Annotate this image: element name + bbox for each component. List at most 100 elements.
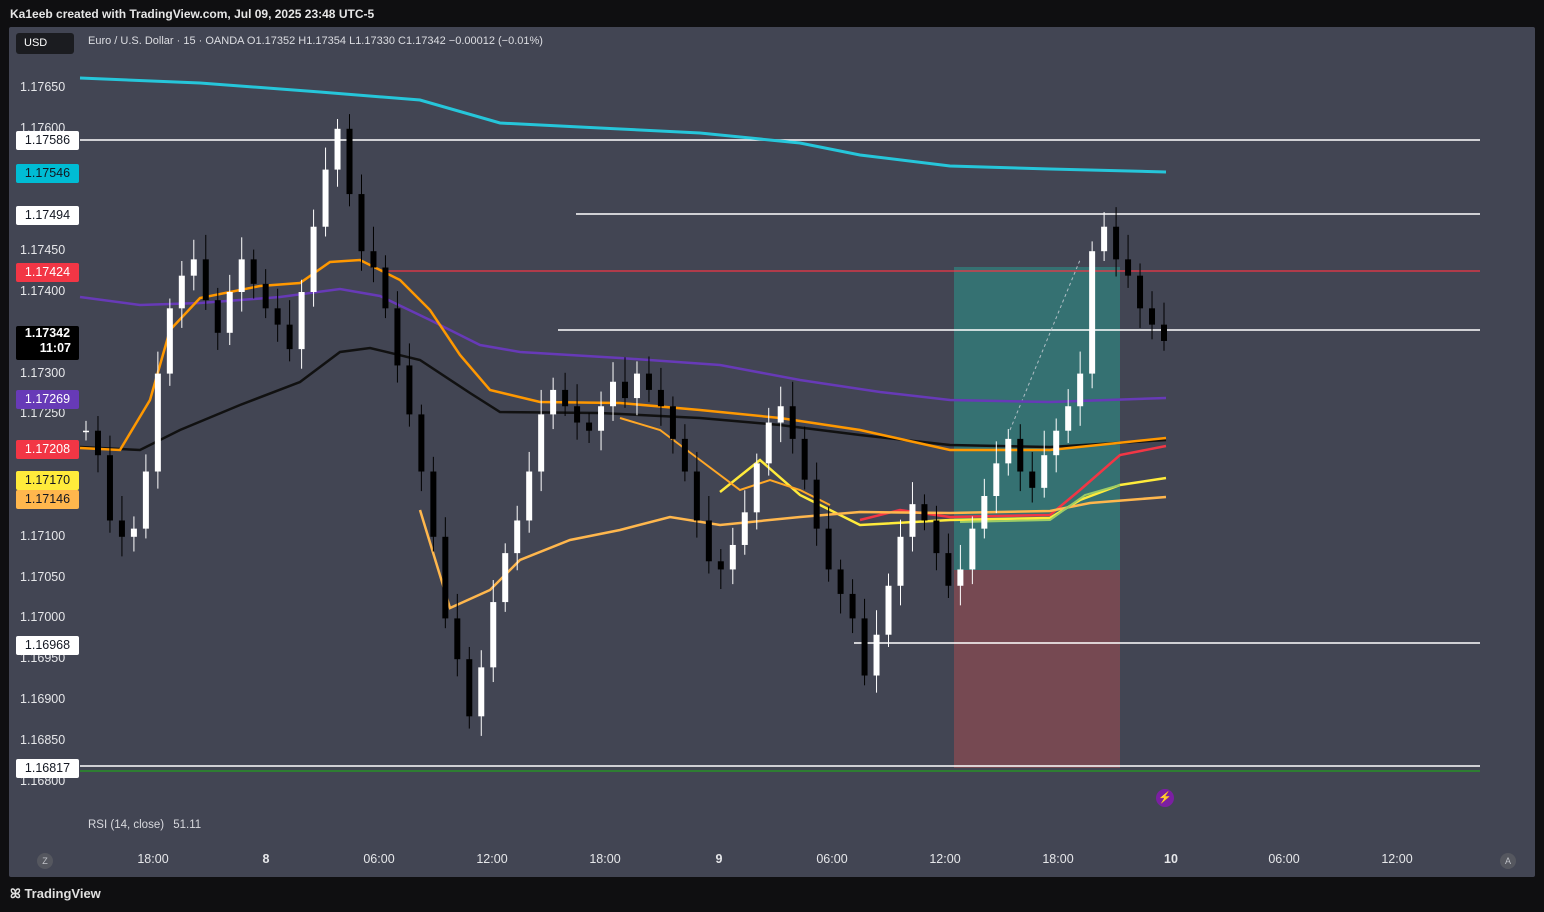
candle-body	[178, 275, 185, 309]
time-axis-label: 18:00	[137, 852, 169, 866]
candle-body	[1005, 438, 1012, 464]
candle-body	[885, 585, 892, 635]
price-tag: 1.16968	[16, 635, 79, 655]
candle-body	[502, 553, 509, 603]
candle-body	[897, 536, 904, 586]
candle-body	[669, 406, 676, 439]
time-axis-label: 18:00	[1042, 852, 1074, 866]
price-axis-label: 1.17050	[20, 569, 66, 584]
candle-body	[226, 292, 233, 333]
ma-black	[79, 346, 1167, 452]
candle-body	[1101, 226, 1108, 252]
auto-scale-a-icon[interactable]: A	[1500, 853, 1516, 869]
candle-body	[562, 389, 569, 407]
ma-orange	[79, 258, 1167, 452]
candle-body	[538, 414, 545, 472]
candle-body	[430, 471, 437, 537]
candle-body	[274, 308, 281, 325]
price-tag: 1.17146	[16, 490, 79, 510]
candle-body	[777, 406, 784, 423]
candle-body	[633, 373, 640, 399]
candle-body	[1077, 373, 1084, 407]
time-axis-label: 06:00	[1268, 852, 1300, 866]
candle-body	[1017, 438, 1024, 472]
candle-body	[166, 308, 173, 374]
candle-body	[610, 381, 617, 407]
candle-body	[801, 438, 808, 480]
price-tag-countdown: 11:07	[39, 341, 71, 356]
candle-body	[310, 226, 317, 292]
candle-body	[622, 381, 628, 399]
currency-button[interactable]: USD	[16, 33, 74, 54]
candle-body	[969, 528, 976, 570]
ma-cyan	[79, 76, 1167, 174]
price-tag-value: 1.17342	[24, 326, 71, 341]
candle-body	[322, 169, 329, 227]
ma-lightorange-2	[619, 417, 831, 506]
rsi-value: 51.11	[173, 819, 202, 831]
candle-body	[142, 471, 149, 529]
candle-body	[933, 520, 940, 554]
candle-body	[478, 667, 485, 717]
candle-body	[382, 267, 389, 309]
candle-body	[118, 520, 125, 537]
time-axis-label: 12:00	[476, 852, 508, 866]
candle-body	[574, 406, 581, 423]
tradingview-logo-icon: ꕤ	[10, 886, 21, 901]
price-axis-label: 1.16850	[20, 732, 66, 747]
zoom-z-icon[interactable]: Z	[37, 853, 53, 869]
candle-body	[83, 430, 89, 433]
chart-panel[interactable]	[9, 27, 1535, 877]
candle-body	[957, 569, 964, 586]
rsi-label: RSI (14, close)	[88, 819, 165, 831]
ma-yellow	[719, 458, 1167, 527]
candle-body	[370, 251, 377, 268]
footer-brand-text: TradingView	[24, 886, 101, 901]
candle-body	[358, 194, 365, 252]
candle-body	[681, 438, 688, 472]
candle-body	[789, 406, 796, 439]
candle-body	[981, 496, 988, 529]
time-axis-label: 12:00	[1381, 852, 1413, 866]
price-tag: 1.17546	[16, 163, 79, 183]
lightning-icon[interactable]: ⚡	[1156, 789, 1174, 807]
candle-body	[1065, 406, 1072, 431]
candle-body	[298, 292, 305, 350]
candle-body	[526, 471, 533, 521]
candle-body	[825, 528, 832, 570]
candle-body	[418, 414, 425, 472]
candle-body	[286, 324, 293, 350]
candle-body	[1089, 251, 1096, 374]
price-axis-label: 1.17400	[20, 284, 66, 298]
candle-body	[753, 463, 760, 513]
position-loss-zone	[954, 570, 1120, 768]
price-axis-label: 1.17250	[20, 406, 66, 421]
price-tag: 1.17208	[16, 439, 79, 459]
candle-body	[238, 259, 245, 292]
ma-lightorange	[418, 495, 1167, 610]
candle-body	[849, 593, 856, 619]
candle-body	[1029, 471, 1036, 488]
candle-body	[837, 569, 844, 594]
time-axis-label: 06:00	[363, 852, 395, 866]
candle-body	[154, 373, 161, 472]
candle-body	[106, 455, 113, 521]
candle-body	[945, 553, 952, 586]
candle-body	[490, 602, 497, 668]
ma-red	[859, 444, 1167, 522]
candle-body	[717, 561, 724, 570]
candle-body	[394, 308, 401, 366]
ma-purple	[79, 287, 1167, 404]
candle-body	[873, 634, 880, 676]
time-axis-label: 06:00	[816, 852, 848, 866]
candle-body	[693, 471, 700, 521]
candle-body	[190, 259, 197, 276]
candle-body	[1125, 259, 1132, 276]
price-axis-label: 1.17300	[20, 365, 66, 380]
price-axis-label: 1.17650	[20, 80, 66, 94]
price-tag: 1.17586	[16, 131, 79, 151]
candle-body	[741, 512, 748, 545]
candle-body	[214, 300, 221, 333]
time-axis-label: 10	[1164, 852, 1178, 866]
